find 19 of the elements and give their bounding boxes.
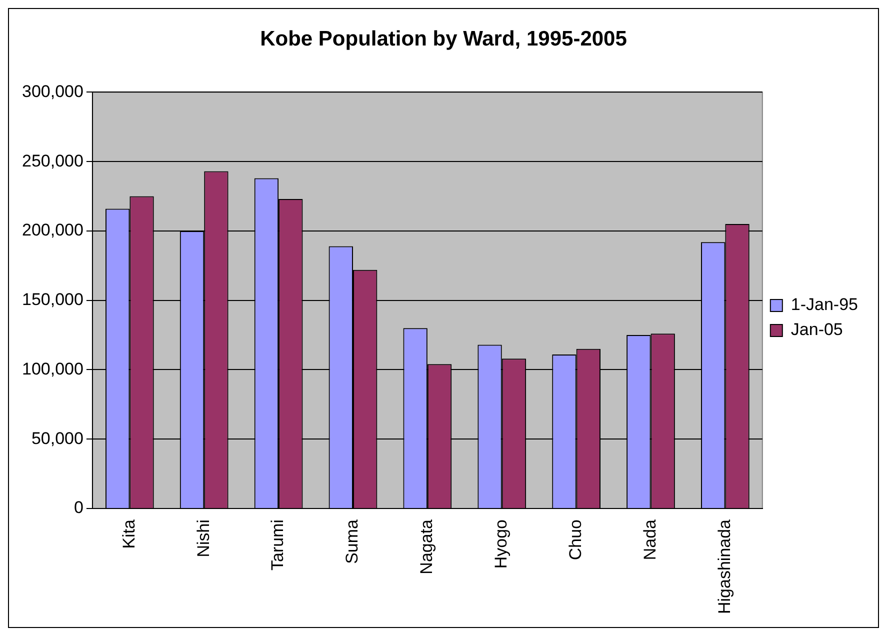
x-tick-label: Hyogo	[492, 519, 511, 569]
x-tick-label: Nagata	[417, 518, 436, 574]
legend-label: 1-Jan-95	[790, 295, 858, 314]
y-tick-label: 150,000	[22, 290, 84, 310]
x-tick-label: Tarumi	[268, 519, 288, 571]
y-tick-label: 200,000	[22, 220, 84, 240]
x-tick-label: Suma	[342, 518, 362, 564]
x-tick-label: Nada	[640, 518, 660, 560]
y-tick-label: 50,000	[31, 428, 84, 448]
chart-title: Kobe Population by Ward, 1995-2005	[260, 27, 628, 50]
y-tick-label: 250,000	[22, 151, 84, 170]
x-tick-label: Kita	[119, 518, 138, 549]
x-tick-label: Chuo	[566, 519, 585, 560]
x-tick-label: Nishi	[194, 519, 213, 558]
y-tick-label: 300,000	[22, 82, 84, 101]
y-tick-label: 0	[74, 498, 84, 518]
x-tick-label: Higashinada	[714, 518, 734, 614]
legend-label: Jan-05	[790, 320, 843, 340]
y-tick-label: 100,000	[22, 359, 84, 378]
